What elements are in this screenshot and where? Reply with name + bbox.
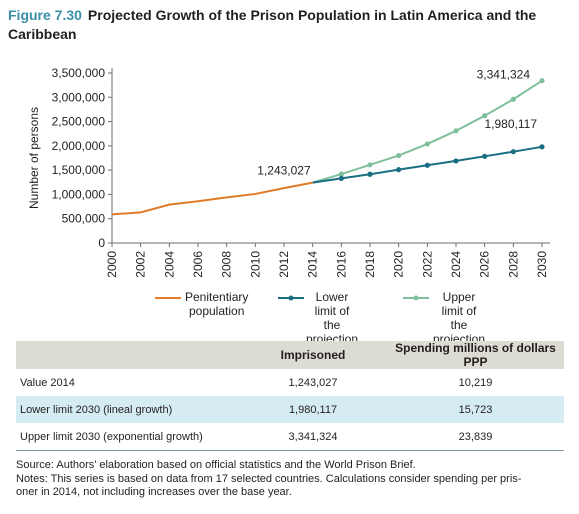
data-point [510,149,516,155]
y-tick-label: 2,500,000 [52,115,106,129]
y-axis-title: Number of persons [27,107,41,209]
x-tick-label: 2018 [363,251,377,278]
x-tick-label: 2022 [420,251,434,278]
x-tick-label: 2024 [449,251,463,278]
table-cell: 23,839 [387,423,564,451]
y-tick-label: 0 [98,236,105,250]
data-point [338,175,344,181]
y-tick-label: 1,000,000 [52,187,106,201]
table-row: Value 2014 1,243,027 10,219 [16,369,564,396]
y-tick-label: 2,000,000 [52,139,106,153]
data-point [396,167,402,173]
data-label: 3,341,324 [477,68,531,82]
data-point [453,128,459,134]
data-point [539,144,545,150]
data-point [367,162,373,168]
x-tick-label: 2002 [134,251,148,278]
series-line [111,181,313,216]
data-point [453,158,459,164]
data-point [367,171,373,177]
x-tick-label: 2030 [535,251,549,278]
x-tick-label: 2008 [220,251,234,278]
chart-series [111,78,545,216]
figure-title: Figure 7.30 Projected Growth of the Priso… [8,6,573,44]
table-cell: Lower limit 2030 (lineal growth) [16,396,239,423]
x-tick-label: 2026 [478,251,492,278]
x-tick-label: 2010 [248,251,262,278]
table-cell: 15,723 [387,396,564,423]
y-tick-label: 1,500,000 [52,163,106,177]
line-chart: Number of persons 0 500,000 1,000,000 1,500… [27,66,550,278]
y-tick-label: 3,000,000 [52,90,106,104]
data-point [424,162,430,168]
notes-line-1: Notes: This series is based on data from… [16,472,522,485]
data-point [338,171,344,177]
y-tick-label: 3,500,000 [52,66,106,80]
data-point [539,78,545,84]
data-point [482,153,488,159]
data-label: 1,243,027 [257,164,311,178]
x-tick-label: 2012 [277,251,291,278]
table-cell: 10,219 [458,376,493,389]
data-label: 1,980,117 [485,117,538,131]
table-cell: Upper limit 2030 (exponential growth) [16,423,239,451]
summary-table: Imprisoned Spending millions of dollars … [16,341,564,451]
source-note: Source: Authors’ elaboration based on of… [16,459,416,471]
x-tick-label: 2016 [334,251,348,278]
x-tick-label: 2014 [306,251,320,278]
figure-number: Figure 7.30 [8,7,82,23]
table-cell: 1,243,027 [288,376,338,389]
data-point [396,152,402,159]
figure-notes: Source: Authors’ elaboration based on of… [16,459,572,500]
data-point [424,141,430,147]
table-row: Lower limit 2030 (lineal growth) 1,980,1… [16,396,564,423]
legend-label-penitentiary-1: Penitentiary [185,290,249,304]
x-ticks: 2000 2002 2004 2006 2008 2010 2012 2014 2016 2018… [105,243,549,278]
notes-line-2: oner in 2014, not including increases ov… [16,486,292,498]
x-tick-label: 2000 [105,251,119,278]
chart-annotations: 1,243,027 1,980,117 3,341,324 [257,68,537,178]
figure-title-text: Projected Growth of the Prison Populatio… [8,7,537,42]
legend-label-lower-1: Lower limit of [314,290,350,318]
table-cell: Value 2014 [20,376,75,389]
legend-label-upper-1: Upper limit of [441,290,477,318]
table-header-cell: Spending millions of dollars PPP [387,341,564,369]
table-header-cell: Imprisoned [239,341,387,369]
x-tick-label: 2028 [506,251,520,278]
table-cell: 3,341,324 [239,423,387,451]
table-row: Upper limit 2030 (exponential growth) 3,… [16,423,564,451]
x-tick-label: 2006 [191,251,205,278]
y-axis-label: Number of persons [27,107,41,209]
table-cell: 1,980,117 [239,396,387,423]
table-header-cell [16,341,239,369]
x-tick-label: 2020 [392,251,406,278]
data-point [510,96,516,102]
table-header-row: Imprisoned Spending millions of dollars … [16,341,564,369]
legend-label-penitentiary-2: population [188,304,245,318]
y-tick-label: 500,000 [62,212,106,226]
y-ticks: 0 500,000 1,000,000 1,500,000 2,000,000 2,500… [52,66,112,250]
x-tick-label: 2004 [162,251,176,278]
data-point [482,113,488,119]
